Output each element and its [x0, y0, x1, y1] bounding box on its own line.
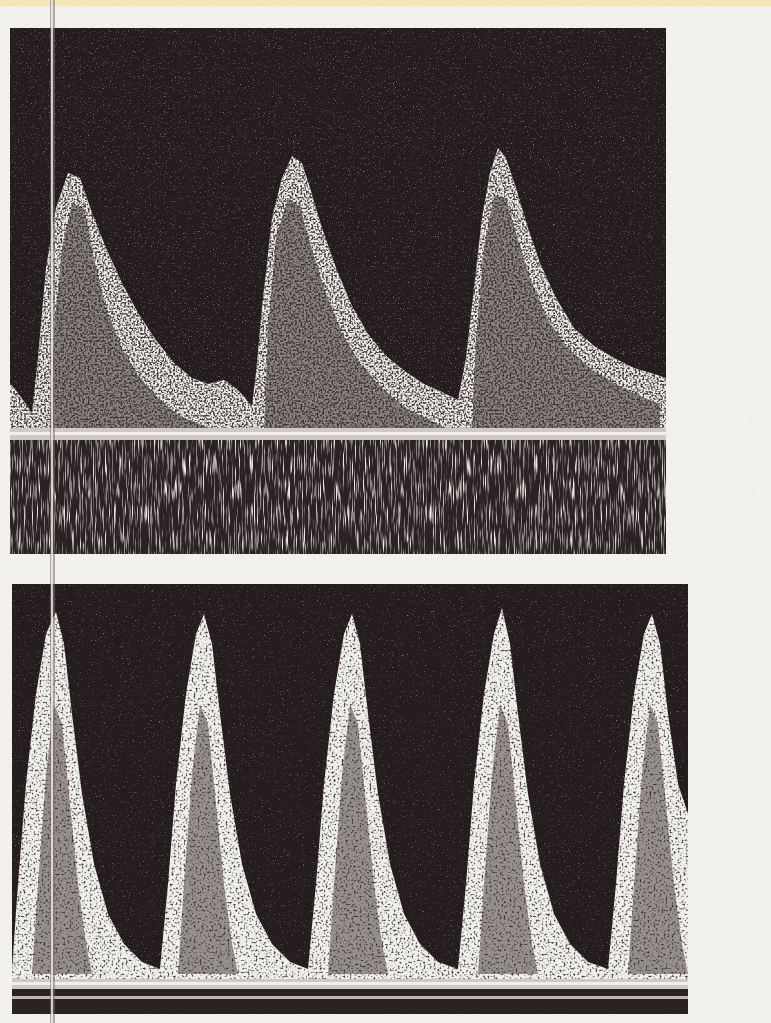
- bottom-waveform: [12, 584, 688, 1014]
- top-waveform: [10, 28, 666, 554]
- top-strip: [0, 0, 771, 6]
- top-doppler-panel: [10, 28, 666, 554]
- bottom-doppler-panel: [12, 584, 688, 1014]
